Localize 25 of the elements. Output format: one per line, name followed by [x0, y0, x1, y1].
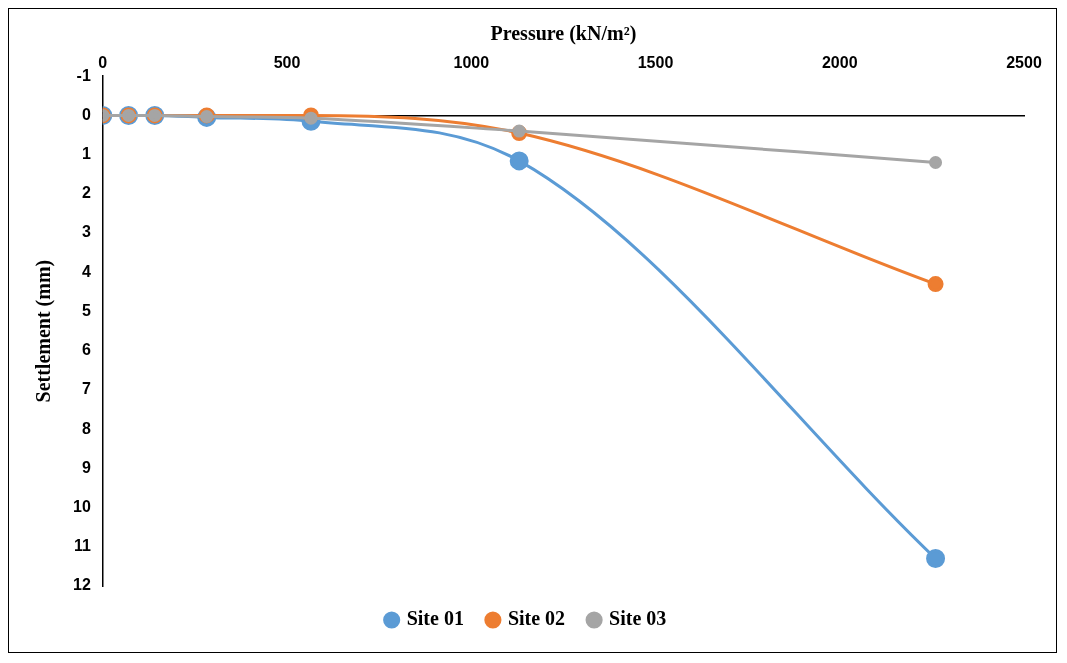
y-tick-label: 2 — [81, 184, 91, 202]
y-tick-label: 6 — [81, 341, 91, 359]
legend-label: Site 02 — [507, 607, 566, 630]
x-tick-label: 1500 — [637, 54, 674, 72]
x-tick-label: 500 — [273, 54, 301, 72]
y-tick-label: 8 — [81, 419, 91, 437]
y-tick-label: 5 — [81, 301, 91, 319]
x-tick-label: 2000 — [821, 54, 858, 72]
y-tick-label: 11 — [73, 537, 91, 555]
x-axis-title: Pressure (kN/m²) — [490, 22, 637, 46]
y-tick-label: 9 — [81, 458, 91, 476]
y-tick-label: 0 — [81, 105, 91, 123]
x-tick-label: 1000 — [453, 54, 490, 72]
x-tick-label: 2500 — [1006, 54, 1042, 72]
legend-label: Site 01 — [406, 607, 464, 630]
y-tick-label: 7 — [81, 380, 91, 398]
y-tick-label: 12 — [73, 576, 91, 594]
y-tick-label: 3 — [81, 223, 91, 241]
y-axis-title: Settlement (mm) — [32, 259, 56, 403]
y-tick-label: 4 — [81, 262, 91, 280]
legend-label: Site 03 — [609, 607, 667, 630]
y-tick-label: 1 — [81, 145, 91, 163]
y-tick-label: -1 — [76, 66, 91, 84]
x-tick-label: 0 — [98, 54, 108, 72]
y-tick-label: 10 — [73, 497, 91, 515]
